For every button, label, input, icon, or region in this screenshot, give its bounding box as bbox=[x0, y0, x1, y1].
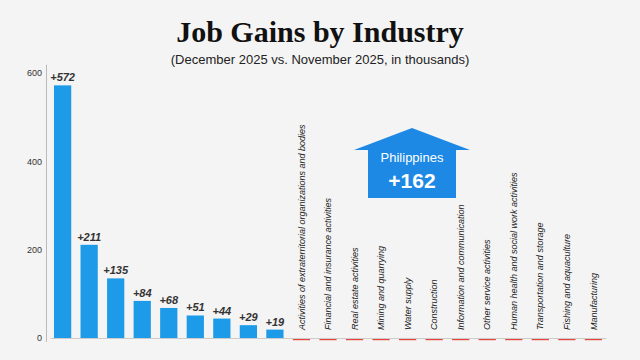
bar bbox=[213, 319, 230, 338]
data-label: +572 bbox=[50, 71, 75, 83]
annotation: Philippines +162 bbox=[354, 128, 470, 198]
x-tick-label: Real estate activities bbox=[350, 247, 360, 330]
x-tick: Construction bbox=[429, 279, 439, 338]
x-tick-label: Construction bbox=[429, 279, 439, 330]
x-tick: Transportation and storage bbox=[535, 223, 545, 338]
x-tick: Manufacturing bbox=[589, 273, 599, 338]
bar bbox=[134, 301, 151, 338]
bars bbox=[54, 85, 602, 340]
y-tick-label: 200 bbox=[27, 245, 42, 255]
x-tick-label: Information and communication bbox=[456, 204, 466, 330]
x-tick-label: Financial and insurance activities bbox=[323, 197, 333, 330]
x-tick: Financial and insurance activities bbox=[323, 197, 333, 338]
y-tick: 200 bbox=[27, 245, 46, 255]
bar bbox=[266, 330, 283, 338]
data-label: +51 bbox=[186, 301, 205, 313]
x-tick: Human health and social work activities bbox=[509, 172, 519, 338]
data-label: +29 bbox=[239, 311, 259, 323]
x-tick: Water supply bbox=[403, 277, 413, 338]
x-tick-label: Human health and social work activities bbox=[509, 172, 519, 330]
annotation-label: Philippines bbox=[381, 150, 444, 165]
subtitle: (December 2025 vs. November 2025, in tho… bbox=[171, 52, 469, 67]
data-labels: +572 +211 +135 +84 +68 +51 +44 +29 +19 bbox=[50, 71, 285, 327]
x-tick-label: Activities of extraterritorial organizat… bbox=[297, 124, 307, 331]
y-tick-label: 600 bbox=[27, 68, 42, 78]
y-axis: 0 200 400 600 bbox=[27, 65, 47, 344]
bar bbox=[81, 245, 98, 338]
data-label: +68 bbox=[159, 294, 179, 306]
background bbox=[0, 0, 640, 360]
x-tick-label: Transportation and storage bbox=[535, 223, 545, 330]
x-axis-line bbox=[51, 338, 607, 339]
x-tick-label: Mining and quarrying bbox=[376, 246, 386, 330]
title: Job Gains by Industry bbox=[176, 15, 464, 48]
bar bbox=[107, 278, 124, 338]
x-tick: Information and communication bbox=[456, 204, 466, 338]
data-label: +211 bbox=[77, 231, 101, 243]
data-label: +44 bbox=[213, 305, 232, 317]
x-tick-label: Manufacturing bbox=[589, 273, 599, 330]
bar bbox=[187, 315, 204, 338]
chart-svg: Job Gains by Industry (December 2025 vs. … bbox=[0, 0, 640, 360]
y-tick: 600 bbox=[27, 68, 46, 78]
y-tick-label: 0 bbox=[37, 333, 42, 343]
y-tick-label: 400 bbox=[27, 157, 42, 167]
annotation-arrow bbox=[354, 128, 470, 198]
x-tick-label: Other service activities bbox=[482, 239, 492, 330]
data-label: +19 bbox=[266, 316, 286, 328]
x-axis: Activities of extraterritorial organizat… bbox=[51, 124, 607, 339]
x-tick: Real estate activities bbox=[350, 247, 360, 338]
data-label: +84 bbox=[133, 287, 152, 299]
x-tick-label: Fishing and aquaculture bbox=[562, 234, 572, 330]
bar bbox=[160, 308, 177, 338]
annotation-value: +162 bbox=[388, 169, 435, 192]
data-label: +135 bbox=[103, 264, 129, 276]
bar bbox=[54, 85, 71, 338]
y-axis-line bbox=[46, 65, 47, 342]
bar bbox=[240, 325, 257, 338]
x-tick: Fishing and aquaculture bbox=[562, 234, 572, 338]
y-tick: 400 bbox=[27, 157, 46, 167]
x-tick: Other service activities bbox=[482, 239, 492, 338]
x-tick-label: Water supply bbox=[403, 277, 413, 330]
x-tick: Activities of extraterritorial organizat… bbox=[297, 124, 307, 338]
x-tick: Mining and quarrying bbox=[376, 246, 386, 338]
y-tick: 0 bbox=[37, 333, 46, 343]
